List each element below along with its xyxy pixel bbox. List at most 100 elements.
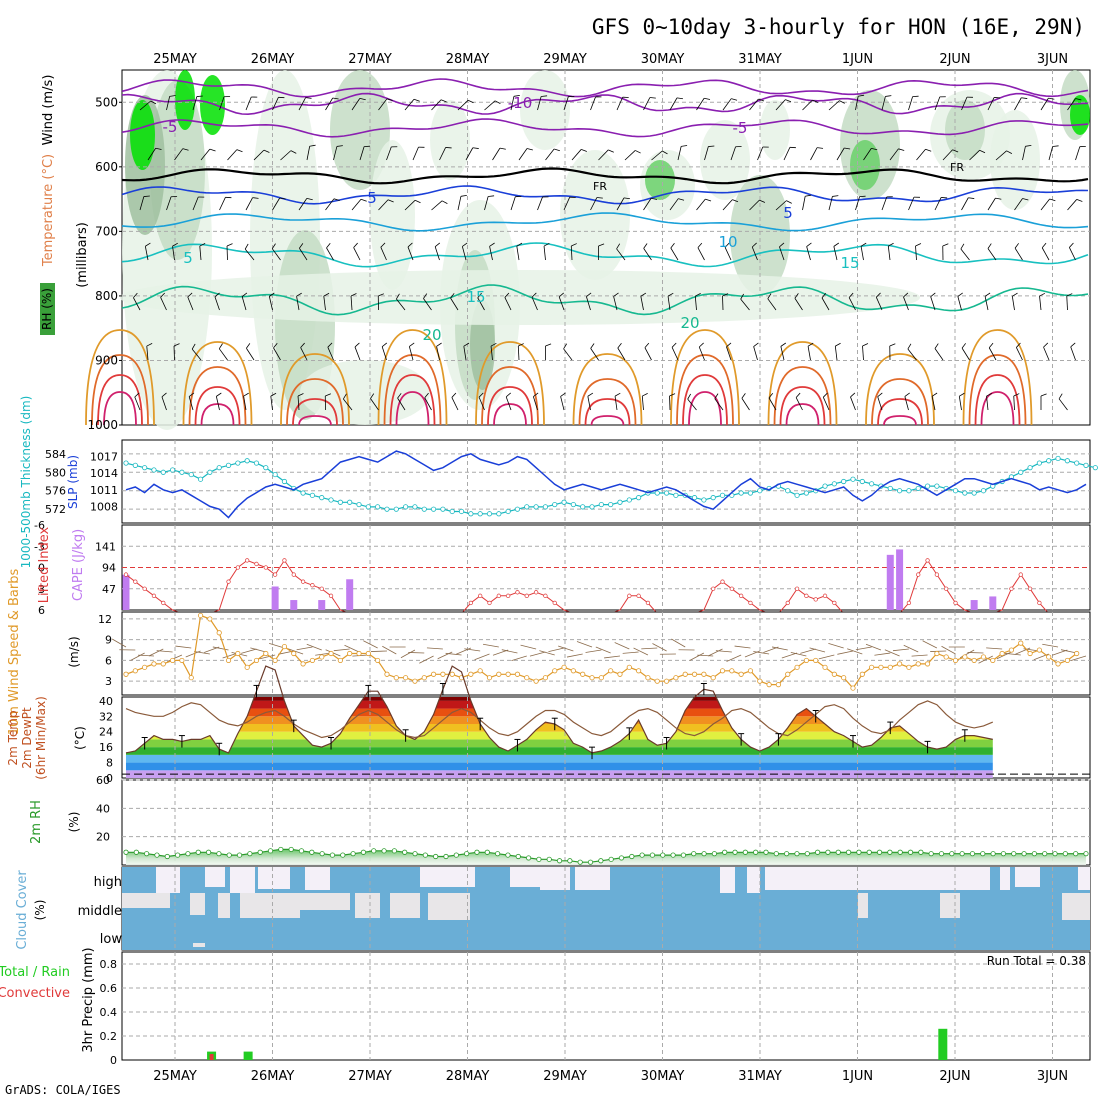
wind-barb-flag bbox=[1006, 150, 1013, 154]
surface-isotherm bbox=[962, 329, 1033, 426]
wind-barb bbox=[219, 96, 225, 111]
wind-barb-flag bbox=[297, 393, 304, 397]
wind-barb-flag bbox=[263, 149, 270, 153]
bottom-date-label: 30MAY bbox=[641, 1069, 685, 1084]
rh-point bbox=[773, 851, 779, 857]
wind-barb-flag bbox=[697, 242, 703, 248]
wind-barb bbox=[613, 296, 618, 311]
wind-barb-flag bbox=[623, 197, 630, 200]
wind-speed-line-point bbox=[850, 685, 856, 691]
surface-wind-barb bbox=[689, 652, 705, 661]
wind-barb-flag bbox=[915, 243, 922, 247]
surface-isotherm bbox=[670, 329, 740, 426]
wind-barb bbox=[439, 147, 446, 161]
surface-isotherm bbox=[865, 353, 935, 426]
wind-barb-flag bbox=[806, 242, 812, 247]
thickness-tick: 572 bbox=[45, 503, 66, 516]
surface-wind-barb bbox=[501, 649, 518, 654]
wind-barb bbox=[484, 100, 496, 111]
legend-wind: Wind (m/s) bbox=[41, 75, 56, 146]
wind-speed-line-point bbox=[524, 675, 530, 681]
wind-barb-flag bbox=[780, 342, 787, 347]
wind-speed-line-point bbox=[561, 664, 567, 670]
wind-barb bbox=[323, 296, 326, 311]
wind-speed-line-point bbox=[980, 654, 987, 660]
slp-panel-frame bbox=[121, 439, 1091, 524]
thickness-line-point bbox=[701, 497, 707, 503]
lifted-index-point bbox=[627, 593, 632, 598]
wind-barb bbox=[219, 197, 226, 211]
surface-wind-barb bbox=[855, 646, 872, 651]
surface-wind-barb bbox=[315, 652, 332, 656]
wind-barb bbox=[412, 146, 419, 161]
precip-tick: 0.6 bbox=[100, 982, 118, 995]
wind-barb bbox=[570, 245, 573, 261]
wind-barb bbox=[492, 147, 501, 161]
rh-point bbox=[680, 852, 687, 858]
surface-isotherm bbox=[682, 374, 728, 426]
wind-barb-flag bbox=[1076, 199, 1083, 202]
wind-barb-flag bbox=[1040, 393, 1047, 397]
wind-barb bbox=[590, 348, 599, 361]
thickness-line-point bbox=[477, 511, 483, 517]
surface-wind-barb bbox=[576, 641, 593, 648]
lifted-index-point bbox=[478, 593, 483, 598]
wind-barb-flag bbox=[942, 243, 949, 247]
rh-point bbox=[763, 849, 769, 855]
wind-barb bbox=[270, 396, 273, 411]
wind-barb bbox=[881, 196, 888, 211]
wind-barb bbox=[457, 196, 462, 211]
surface-wind-barb bbox=[419, 655, 434, 664]
cloud-gap-high bbox=[156, 867, 180, 893]
wind-barb-flag bbox=[477, 292, 482, 299]
wind-barb-flag bbox=[617, 343, 622, 349]
pressure-tick: 1000 bbox=[87, 418, 118, 432]
top-date-axis: 25MAY 26MAY 27MAY 28MAY 29MAY 30MAY 31MAY 1JUN 2… bbox=[153, 52, 1068, 67]
isotherm-label: 5 bbox=[783, 204, 793, 222]
wind-barb bbox=[643, 198, 652, 211]
wind-barb bbox=[669, 198, 679, 211]
wind-barb bbox=[1022, 146, 1026, 161]
thickness-line-point bbox=[1064, 458, 1070, 464]
wind-barb-flag bbox=[759, 199, 766, 203]
wind-barb-flag bbox=[681, 145, 688, 147]
wind-barb-flag bbox=[353, 242, 358, 248]
wind-barb-flag bbox=[504, 292, 510, 298]
cloud-gap-mid bbox=[218, 893, 230, 918]
isotherm-label: 15 bbox=[840, 254, 859, 272]
wind-barb-flag bbox=[188, 392, 195, 397]
rh-point bbox=[567, 858, 573, 864]
temp-band bbox=[126, 724, 993, 732]
isotherm-15 bbox=[121, 242, 1089, 268]
wind-speed-line-point bbox=[990, 657, 996, 664]
freezing-level bbox=[121, 167, 1089, 185]
wind-barb bbox=[188, 396, 194, 411]
rh-point bbox=[402, 849, 408, 855]
rh-point bbox=[133, 849, 139, 855]
thickness-line-point bbox=[980, 488, 987, 494]
rh-unit-label: (%) bbox=[67, 812, 81, 833]
wind-speed-line-point bbox=[486, 675, 493, 681]
thickness-line-point bbox=[1083, 462, 1089, 468]
wind-barb-flag bbox=[751, 242, 757, 248]
wind-barb bbox=[907, 348, 917, 361]
precip-panel: Run Total = 0.38 0 0.2 0.4 0.6 0.8 3hr Precip … bbox=[0, 947, 1091, 1067]
wind-barb-flag bbox=[236, 149, 243, 153]
slp-thickness-panel: 572 576 580 584 1008 1011 1014 1017 1000-500mb T… bbox=[19, 396, 1098, 568]
wind-speed-line-point bbox=[253, 657, 260, 664]
wind-barb-flag bbox=[187, 292, 193, 298]
wind-barb bbox=[810, 147, 818, 161]
surface-wind-barb bbox=[715, 650, 732, 653]
rh-point bbox=[1042, 851, 1048, 857]
thickness-line-point bbox=[794, 492, 800, 498]
wind-barb bbox=[327, 347, 334, 361]
wind-barb-flag bbox=[386, 98, 393, 101]
wind-speed-line-point bbox=[300, 661, 306, 667]
wind-barb bbox=[343, 398, 353, 411]
wind-barb-flag bbox=[805, 194, 812, 197]
wind-barb-flag bbox=[191, 343, 196, 350]
wind-barb bbox=[961, 197, 969, 211]
wind-barb-flag bbox=[598, 243, 605, 247]
wind-barb-flag bbox=[380, 242, 386, 248]
wind-speed-line-point bbox=[663, 678, 670, 684]
